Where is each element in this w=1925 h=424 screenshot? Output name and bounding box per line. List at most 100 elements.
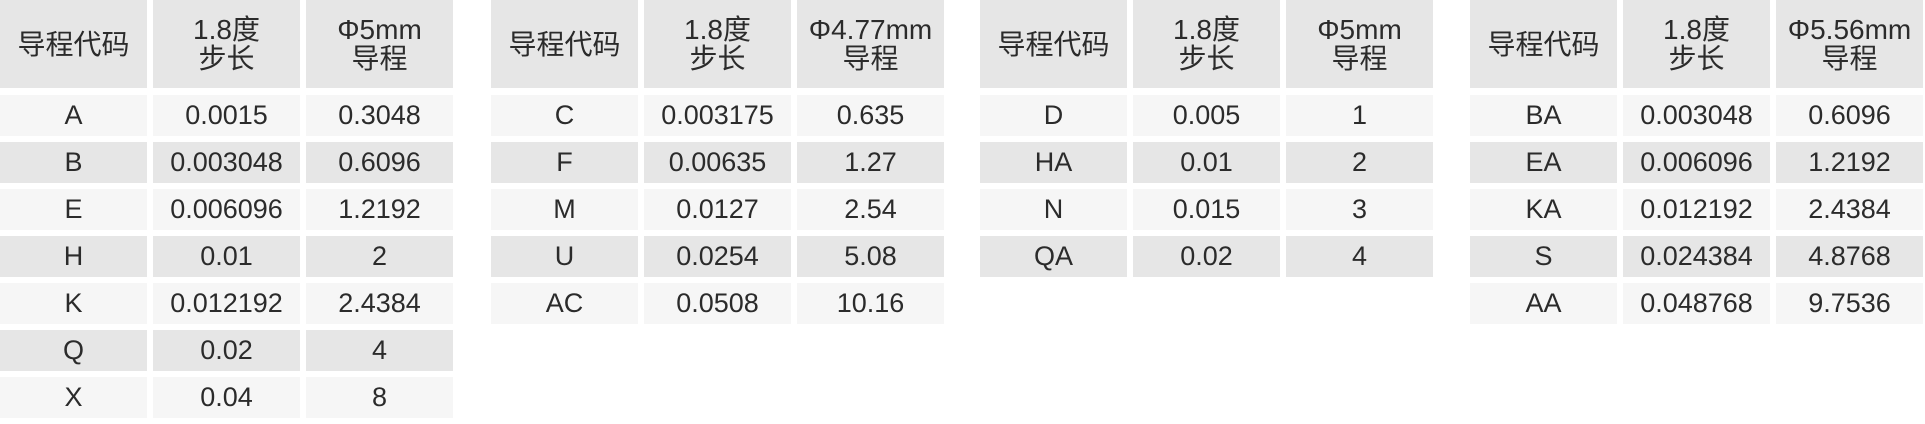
lead-cell: 4 — [1286, 236, 1433, 277]
step-length-cell: 0.015 — [1133, 189, 1280, 230]
lead-table-3: 导程代码 1.8度 步长 Φ5mm 导程 D 0.005 1 HA 0.01 2 N 0.015 3 Q… — [980, 0, 1433, 283]
step-length-cell: 0.003175 — [644, 95, 791, 136]
lead-code-cell: C — [491, 95, 638, 136]
lead-cell: 2 — [306, 236, 453, 277]
step-length-cell: 0.0015 — [153, 95, 300, 136]
step-length-cell: 0.0508 — [644, 283, 791, 324]
step-length-cell: 0.01 — [153, 236, 300, 277]
lead-code-cell: KA — [1470, 189, 1617, 230]
table-row: F 0.00635 1.27 — [491, 142, 944, 183]
header-row: 导程代码 1.8度 步长 Φ5.56mm 导程 — [1470, 0, 1923, 88]
lead-cell: 0.6096 — [306, 142, 453, 183]
table-row: N 0.015 3 — [980, 189, 1433, 230]
lead-code-cell: AA — [1470, 283, 1617, 324]
column-header: Φ4.77mm 导程 — [797, 0, 944, 88]
step-length-cell: 0.02 — [153, 330, 300, 371]
step-length-cell: 0.003048 — [153, 142, 300, 183]
lead-code-cell: U — [491, 236, 638, 277]
column-header: Φ5.56mm 导程 — [1776, 0, 1923, 88]
column-header: 1.8度 步长 — [644, 0, 791, 88]
column-header: 导程代码 — [0, 0, 147, 88]
lead-code-cell: BA — [1470, 95, 1617, 136]
table-row: X 0.04 8 — [0, 377, 453, 418]
step-length-cell: 0.012192 — [1623, 189, 1770, 230]
step-length-cell: 0.006096 — [153, 189, 300, 230]
lead-cell: 0.3048 — [306, 95, 453, 136]
lead-cell: 1.2192 — [1776, 142, 1923, 183]
step-length-cell: 0.01 — [1133, 142, 1280, 183]
table-row: KA 0.012192 2.4384 — [1470, 189, 1923, 230]
lead-code-cell: EA — [1470, 142, 1617, 183]
table-row: U 0.0254 5.08 — [491, 236, 944, 277]
lead-cell: 0.6096 — [1776, 95, 1923, 136]
column-header: Φ5mm 导程 — [1286, 0, 1433, 88]
lead-code-cell: H — [0, 236, 147, 277]
step-length-cell: 0.0254 — [644, 236, 791, 277]
step-length-cell: 0.048768 — [1623, 283, 1770, 324]
step-length-cell: 0.00635 — [644, 142, 791, 183]
lead-cell: 2.4384 — [306, 283, 453, 324]
column-header: 导程代码 — [1470, 0, 1617, 88]
step-length-cell: 0.005 — [1133, 95, 1280, 136]
table-row: E 0.006096 1.2192 — [0, 189, 453, 230]
table-row: K 0.012192 2.4384 — [0, 283, 453, 324]
lead-cell: 3 — [1286, 189, 1433, 230]
table-row: AA 0.048768 9.7536 — [1470, 283, 1923, 324]
table-row: BA 0.003048 0.6096 — [1470, 95, 1923, 136]
lead-cell: 10.16 — [797, 283, 944, 324]
lead-code-cell: Q — [0, 330, 147, 371]
column-header: 1.8度 步长 — [1623, 0, 1770, 88]
lead-cell: 2 — [1286, 142, 1433, 183]
lead-code-cell: X — [0, 377, 147, 418]
step-length-cell: 0.003048 — [1623, 95, 1770, 136]
column-header: 1.8度 步长 — [153, 0, 300, 88]
lead-code-cell: AC — [491, 283, 638, 324]
column-header: 导程代码 — [491, 0, 638, 88]
lead-cell: 8 — [306, 377, 453, 418]
lead-cell: 1 — [1286, 95, 1433, 136]
lead-code-cell: F — [491, 142, 638, 183]
step-length-cell: 0.024384 — [1623, 236, 1770, 277]
lead-cell: 2.54 — [797, 189, 944, 230]
table-row: AC 0.0508 10.16 — [491, 283, 944, 324]
column-header: 导程代码 — [980, 0, 1127, 88]
table-row: EA 0.006096 1.2192 — [1470, 142, 1923, 183]
lead-cell: 5.08 — [797, 236, 944, 277]
step-length-cell: 0.006096 — [1623, 142, 1770, 183]
step-length-cell: 0.02 — [1133, 236, 1280, 277]
lead-code-cell: D — [980, 95, 1127, 136]
lead-cell: 4 — [306, 330, 453, 371]
step-length-cell: 0.04 — [153, 377, 300, 418]
lead-table-2: 导程代码 1.8度 步长 Φ4.77mm 导程 C 0.003175 0.635 F 0.00… — [491, 0, 944, 330]
column-header: 1.8度 步长 — [1133, 0, 1280, 88]
lead-code-cell: K — [0, 283, 147, 324]
lead-code-cell: S — [1470, 236, 1617, 277]
step-length-cell: 0.012192 — [153, 283, 300, 324]
lead-code-cell: HA — [980, 142, 1127, 183]
table-row: Q 0.02 4 — [0, 330, 453, 371]
lead-cell: 2.4384 — [1776, 189, 1923, 230]
lead-code-cell: M — [491, 189, 638, 230]
lead-table-1: 导程代码 1.8度 步长 Φ5mm 导程 A 0.0015 0.3048 B 0.003048… — [0, 0, 453, 424]
header-row: 导程代码 1.8度 步长 Φ5mm 导程 — [980, 0, 1433, 88]
table-row: QA 0.02 4 — [980, 236, 1433, 277]
lead-code-cell: N — [980, 189, 1127, 230]
header-row: 导程代码 1.8度 步长 Φ5mm 导程 — [0, 0, 453, 88]
lead-cell: 4.8768 — [1776, 236, 1923, 277]
table-row: B 0.003048 0.6096 — [0, 142, 453, 183]
table-row: HA 0.01 2 — [980, 142, 1433, 183]
lead-cell: 1.2192 — [306, 189, 453, 230]
lead-cell: 9.7536 — [1776, 283, 1923, 324]
table-row: M 0.0127 2.54 — [491, 189, 944, 230]
table-row: D 0.005 1 — [980, 95, 1433, 136]
lead-cell: 0.635 — [797, 95, 944, 136]
lead-code-cell: B — [0, 142, 147, 183]
step-length-cell: 0.0127 — [644, 189, 791, 230]
lead-code-cell: E — [0, 189, 147, 230]
lead-code-cell: QA — [980, 236, 1127, 277]
lead-code-cell: A — [0, 95, 147, 136]
header-row: 导程代码 1.8度 步长 Φ4.77mm 导程 — [491, 0, 944, 88]
table-row: A 0.0015 0.3048 — [0, 95, 453, 136]
lead-table-4: 导程代码 1.8度 步长 Φ5.56mm 导程 BA 0.003048 0.6096 EA 0… — [1470, 0, 1923, 330]
table-row: S 0.024384 4.8768 — [1470, 236, 1923, 277]
